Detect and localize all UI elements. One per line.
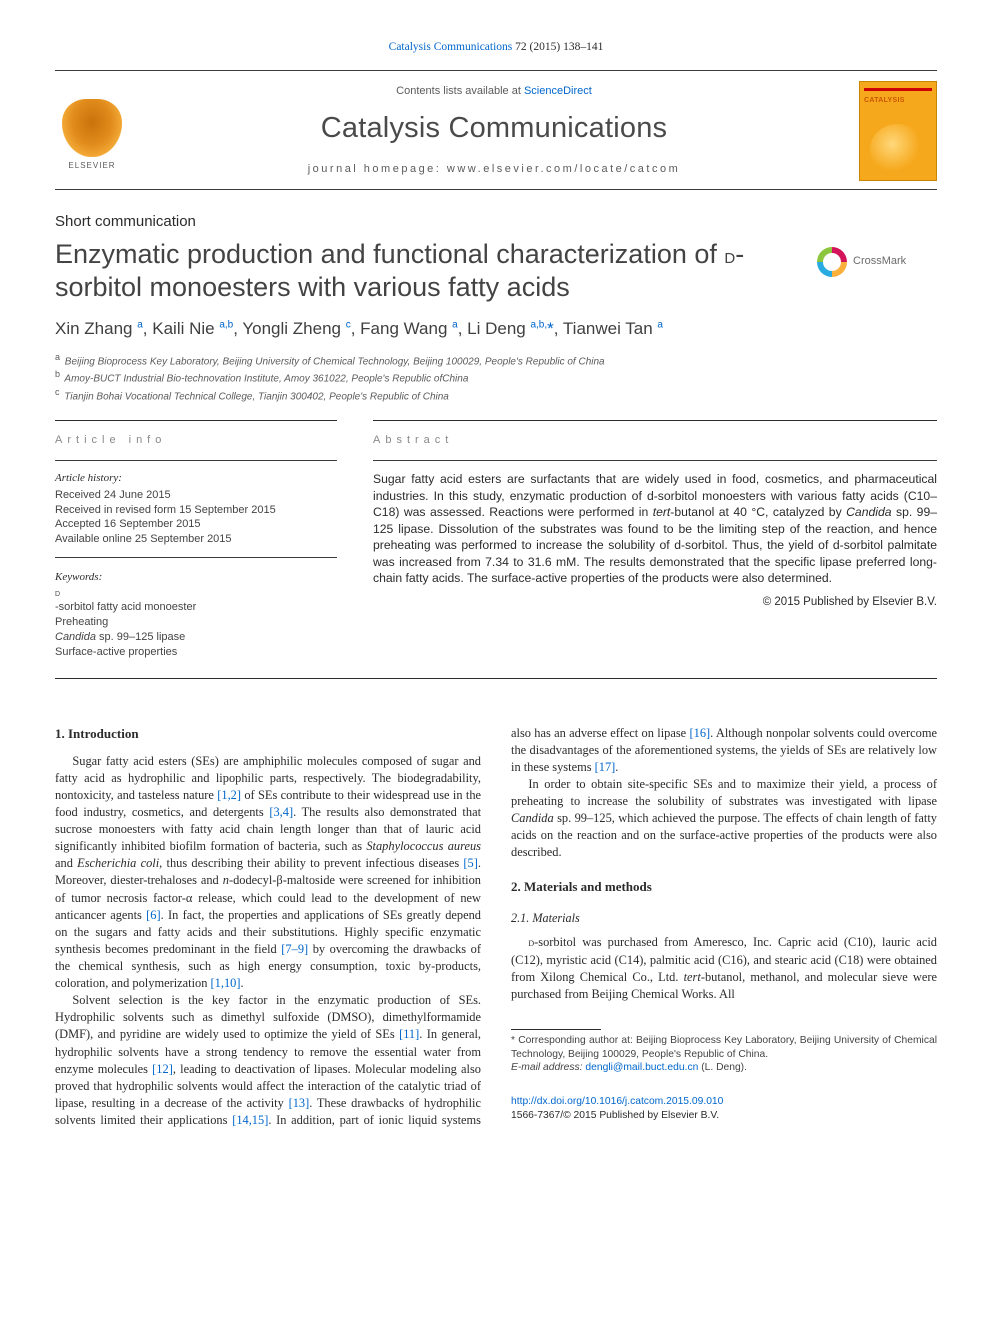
section-2-heading: 2. Materials and methods <box>511 878 937 896</box>
section-2-1-para-1: d-sorbitol was purchased from Ameresco, … <box>511 934 937 1003</box>
email-who: (L. Deng). <box>698 1062 747 1073</box>
title-pre: Enzymatic production and functional char… <box>55 239 724 269</box>
citation-link[interactable]: [14,15] <box>232 1113 268 1127</box>
journal-title: Catalysis Communications <box>139 109 849 148</box>
keyword-item: d-sorbitol fatty acid monoester <box>55 587 337 615</box>
corresponding-author-note: * Corresponding author at: Beijing Biopr… <box>511 1034 937 1061</box>
history-line: Available online 25 September 2015 <box>55 532 337 547</box>
title-smallcap: d <box>724 243 735 268</box>
title-row: Enzymatic production and functional char… <box>55 238 937 304</box>
keyword-item: Preheating <box>55 615 337 630</box>
crossmark-label: CrossMark <box>853 254 906 269</box>
citation-link[interactable]: [1,2] <box>217 788 241 802</box>
journal-ref-link[interactable]: Catalysis Communications <box>389 41 513 53</box>
citation-link[interactable]: [13] <box>289 1096 310 1110</box>
sciencedirect-link[interactable]: ScienceDirect <box>524 85 592 97</box>
footnotes: * Corresponding author at: Beijing Biopr… <box>511 1029 937 1074</box>
crossmark-icon <box>817 247 847 277</box>
homepage-url[interactable]: www.elsevier.com/locate/catcom <box>447 163 680 175</box>
history-line: Accepted 16 September 2015 <box>55 517 337 532</box>
info-rule-2 <box>55 557 337 558</box>
abstract-block: abstract Sugar fatty acid esters are sur… <box>373 420 937 660</box>
doi-block: http://dx.doi.org/10.1016/j.catcom.2015.… <box>511 1095 937 1123</box>
body-columns: 1. Introduction Sugar fatty acid esters … <box>55 725 937 1129</box>
section-2-1-heading: 2.1. Materials <box>511 910 937 927</box>
journal-homepage: journal homepage: www.elsevier.com/locat… <box>139 162 849 177</box>
elsevier-logo: ELSEVIER <box>55 90 129 172</box>
keywords-list: d-sorbitol fatty acid monoesterPreheatin… <box>55 587 337 660</box>
citation-link[interactable]: [1,10] <box>211 976 241 990</box>
citation-link[interactable]: [16] <box>690 726 711 740</box>
email-link[interactable]: dengli@mail.buct.edu.cn <box>585 1062 698 1073</box>
affiliation-item: a Beijing Bioprocess Key Laboratory, Bei… <box>55 351 937 369</box>
citation-link[interactable]: [12] <box>152 1062 173 1076</box>
history-line: Received in revised form 15 September 20… <box>55 503 337 518</box>
keyword-item: Surface-active properties <box>55 645 337 660</box>
rule-meta-bottom <box>55 678 937 679</box>
history-line: Received 24 June 2015 <box>55 488 337 503</box>
section-1-heading: 1. Introduction <box>55 725 481 743</box>
elsevier-logo-text: ELSEVIER <box>68 161 115 172</box>
abstract-text: Sugar fatty acid esters are surfactants … <box>373 471 937 587</box>
email-label: E-mail address: <box>511 1062 585 1073</box>
issn-copyright: 1566-7367/© 2015 Published by Elsevier B… <box>511 1110 719 1121</box>
email-line: E-mail address: dengli@mail.buct.edu.cn … <box>511 1061 937 1074</box>
citation-link[interactable]: [11] <box>399 1027 419 1041</box>
cover-title: CATALYSIS <box>864 96 932 105</box>
affiliation-item: b Amoy-BUCT Industrial Bio-technovation … <box>55 368 937 386</box>
sciencedirect-line: Contents lists available at ScienceDirec… <box>139 84 849 99</box>
section-1-para-3: In order to obtain site-specific SEs and… <box>511 776 937 862</box>
history-label: Article history: <box>55 471 337 486</box>
info-rule <box>55 460 337 461</box>
keywords-label: Keywords: <box>55 570 337 585</box>
keyword-item: Candida sp. 99–125 lipase <box>55 630 337 645</box>
section-1-para-1: Sugar fatty acid esters (SEs) are amphip… <box>55 753 481 993</box>
article-type: Short communication <box>55 212 937 232</box>
doi-link[interactable]: http://dx.doi.org/10.1016/j.catcom.2015.… <box>511 1096 723 1107</box>
affiliations: a Beijing Bioprocess Key Laboratory, Bei… <box>55 351 937 404</box>
elsevier-tree-icon <box>62 99 122 157</box>
footnote-rule <box>511 1029 601 1030</box>
homepage-label: journal homepage: <box>308 163 447 175</box>
affiliation-item: c Tianjin Bohai Vocational Technical Col… <box>55 386 937 404</box>
article-info-heading: article info <box>55 433 337 448</box>
masthead-center: Contents lists available at ScienceDirec… <box>129 84 859 177</box>
citation-link[interactable]: [7–9] <box>281 942 308 956</box>
article-title: Enzymatic production and functional char… <box>55 238 799 304</box>
citation-link[interactable]: [17] <box>595 760 616 774</box>
citation-link[interactable]: [5] <box>463 856 477 870</box>
rule-masthead-bottom <box>55 189 937 190</box>
sd-prefix: Contents lists available at <box>396 85 524 97</box>
citation-link[interactable]: [3,4] <box>269 805 293 819</box>
journal-ref-volpages-text: 72 (2015) 138–141 <box>515 41 603 53</box>
cover-art-icon <box>870 124 926 174</box>
masthead: ELSEVIER Contents lists available at Sci… <box>55 71 937 189</box>
abs-rule <box>373 460 937 461</box>
abstract-copyright: © 2015 Published by Elsevier B.V. <box>373 595 937 611</box>
abstract-heading: abstract <box>373 433 937 448</box>
journal-cover-thumbnail: CATALYSIS <box>859 81 937 181</box>
journal-reference: Catalysis Communications 72 (2015) 138–1… <box>55 40 937 56</box>
authors: Xin Zhang a, Kaili Nie a,b, Yongli Zheng… <box>55 318 937 341</box>
cover-bar <box>864 88 932 91</box>
article-info-block: article info Article history: Received 2… <box>55 420 337 660</box>
history-lines: Received 24 June 2015Received in revised… <box>55 488 337 547</box>
crossmark-badge[interactable]: CrossMark <box>817 244 937 280</box>
citation-link[interactable]: [6] <box>146 908 160 922</box>
